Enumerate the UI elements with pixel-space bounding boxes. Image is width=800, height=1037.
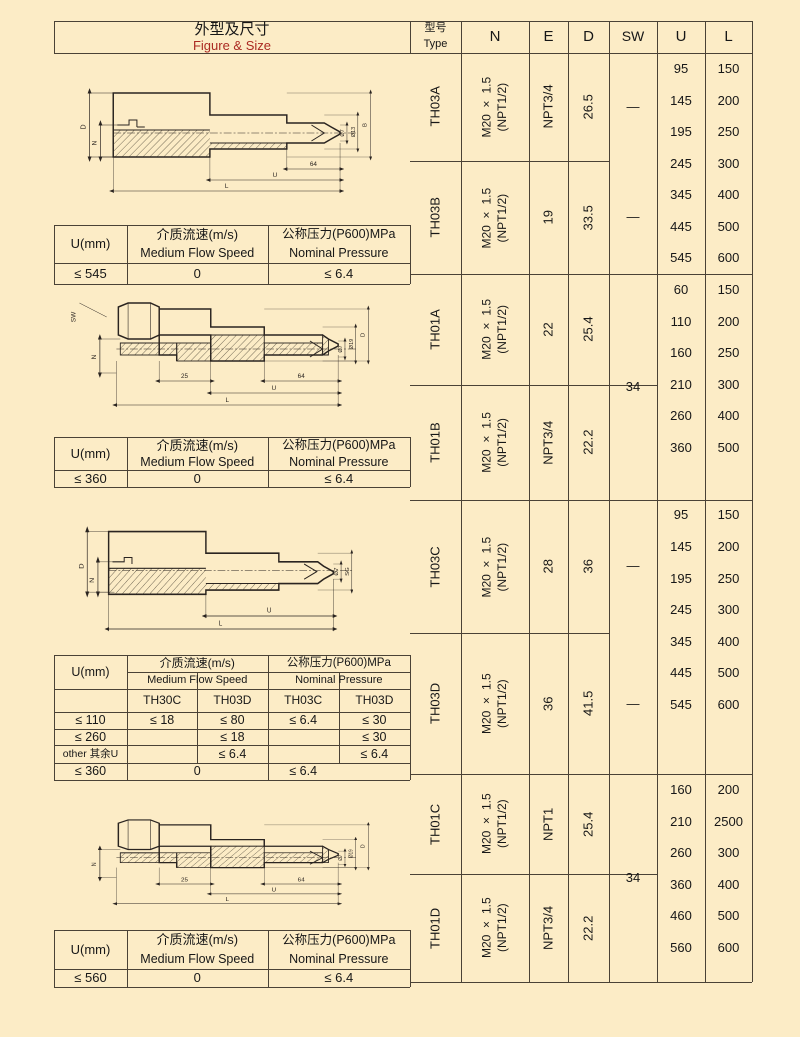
svg-text:25: 25 — [181, 373, 188, 380]
svg-text:B: B — [363, 123, 369, 127]
svg-text:U: U — [272, 385, 277, 392]
svg-text:N: N — [92, 862, 98, 866]
svg-text:N: N — [89, 578, 96, 583]
svg-text:L: L — [226, 397, 230, 404]
svg-text:D: D — [360, 844, 366, 848]
svg-text:U: U — [272, 888, 277, 893]
svg-text:SW: SW — [71, 311, 78, 322]
svg-text:D: D — [360, 333, 366, 337]
svg-text:U: U — [273, 172, 278, 179]
svg-text:SG: SG — [345, 567, 351, 576]
svg-text:Ø7: Ø7 — [334, 568, 340, 576]
svg-text:D: D — [77, 563, 86, 568]
svg-text:Ø7: Ø7 — [338, 345, 344, 352]
svg-text:N: N — [91, 354, 98, 359]
svg-text:Ø7: Ø7 — [340, 129, 346, 136]
svg-text:Ø7: Ø7 — [338, 854, 344, 860]
svg-text:D: D — [81, 124, 88, 129]
svg-text:U: U — [267, 607, 272, 614]
svg-text:64: 64 — [298, 878, 306, 883]
svg-text:Ø13: Ø13 — [351, 127, 357, 137]
svg-text:L: L — [226, 898, 230, 903]
svg-text:L: L — [225, 183, 229, 190]
svg-text:64: 64 — [298, 373, 305, 380]
svg-text:25: 25 — [181, 878, 188, 883]
svg-text:64: 64 — [310, 161, 318, 168]
svg-text:N: N — [92, 140, 99, 145]
svg-text:Ø19: Ø19 — [349, 339, 355, 349]
svg-text:L: L — [219, 620, 223, 627]
svg-text:Ø19: Ø19 — [348, 849, 354, 858]
